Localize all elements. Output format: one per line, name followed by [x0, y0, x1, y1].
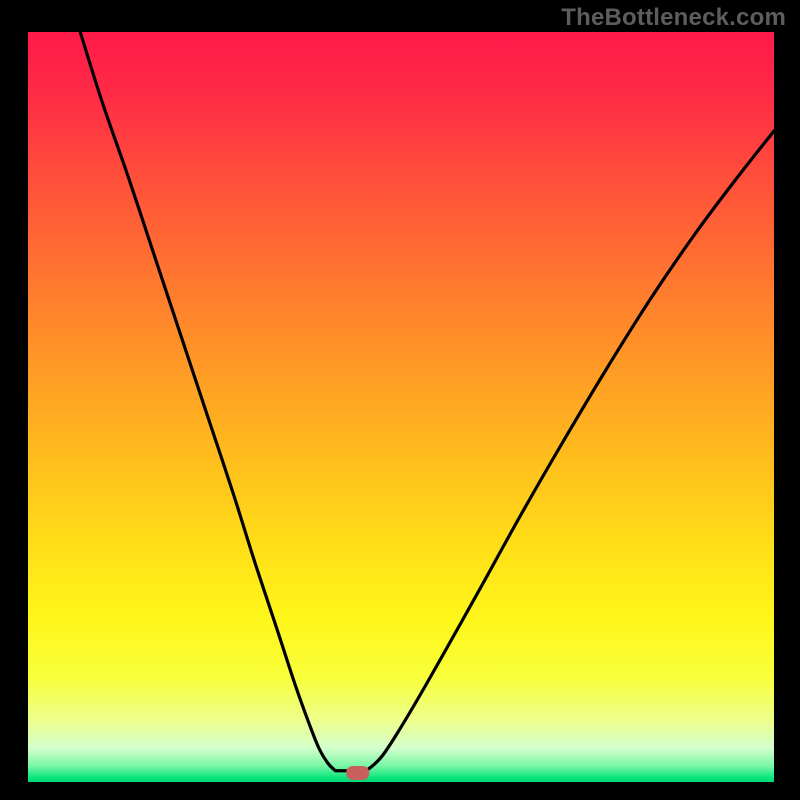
watermark-text: TheBottleneck.com	[561, 4, 786, 32]
bottleneck-curve-chart	[0, 0, 800, 800]
gradient-background	[28, 32, 774, 782]
chart-frame: TheBottleneck.com	[0, 0, 800, 800]
optimal-point-marker	[347, 767, 369, 780]
